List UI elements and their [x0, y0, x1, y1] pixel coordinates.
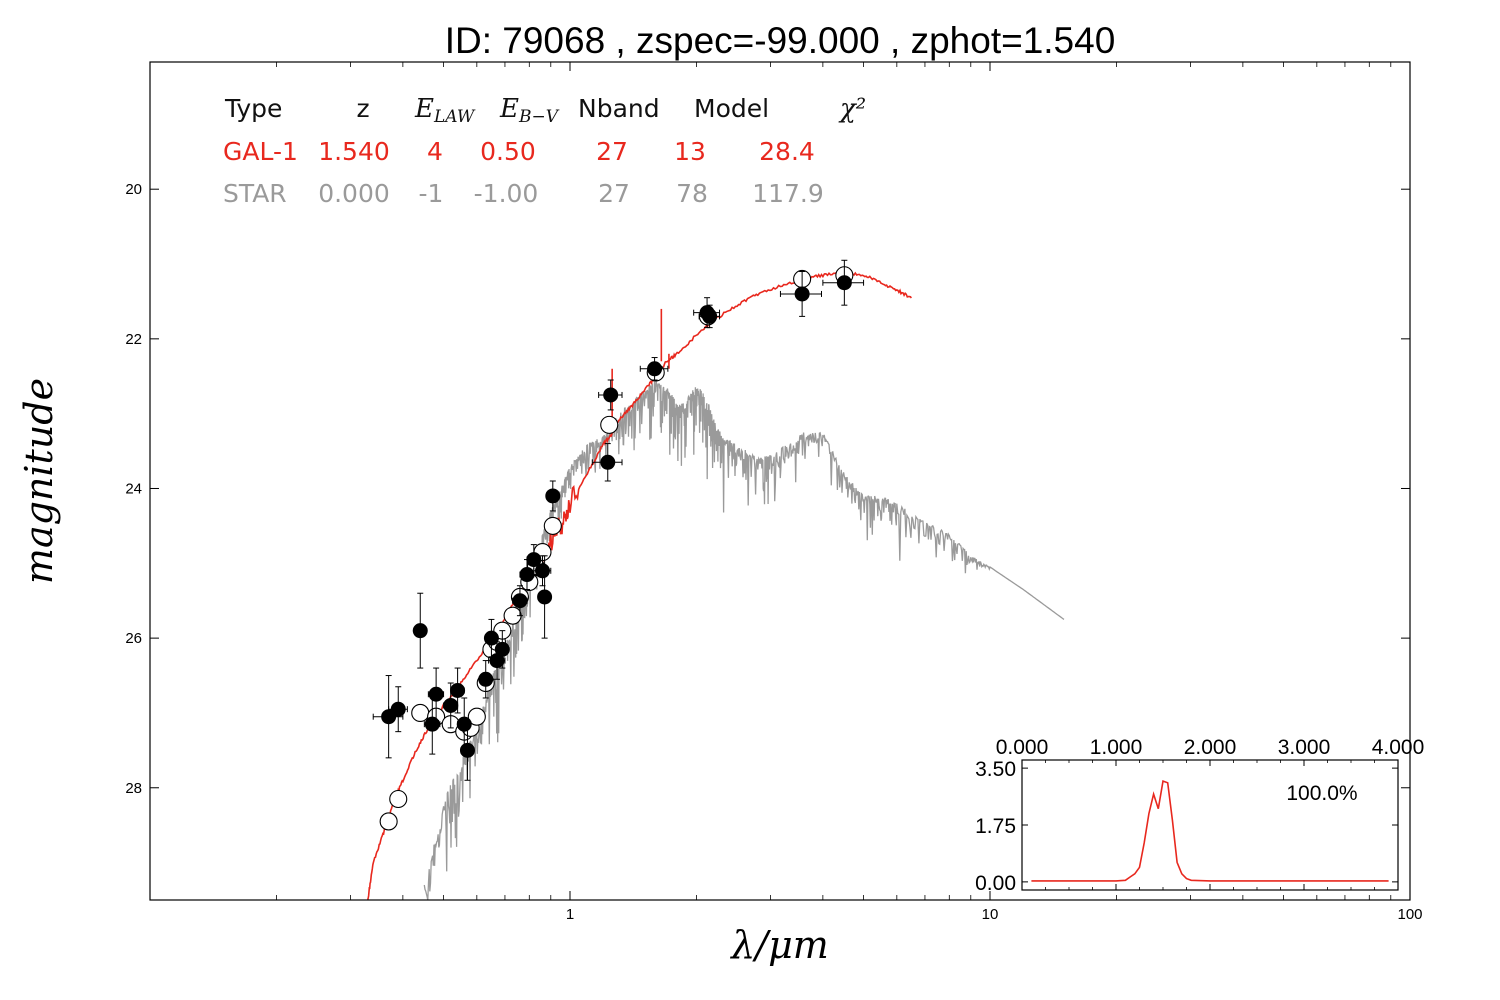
- observed-photometry-point: [639, 357, 669, 381]
- inset-y-tick-label: 1.75: [975, 815, 1016, 838]
- cell-chi2: 117.9: [752, 179, 824, 208]
- y-tick-label: 24: [125, 480, 142, 497]
- inset-x-tick-label: 2.000: [1184, 736, 1237, 759]
- plot-frame: [149, 61, 1411, 901]
- model-photometry-point: [411, 703, 430, 722]
- model-photometry-point: [543, 516, 562, 535]
- main-axis-ticks: 1 10 100 20 22 24 26 28: [125, 62, 1423, 923]
- y-tick-label: 28: [125, 780, 142, 797]
- observed-photometry-point: [459, 719, 475, 781]
- inset-x-tick-label: 3.000: [1278, 736, 1331, 759]
- header-nband: Nband: [578, 94, 660, 123]
- y-axis-title: magnitude: [17, 378, 61, 584]
- sed-plot: 1 10 100 20 22 24 26 28: [125, 61, 1423, 923]
- inset-background: [1022, 760, 1398, 890]
- row-galaxy: GAL-1 1.540 4 0.50 27 13 28.4: [223, 137, 815, 166]
- model-photometry-point: [467, 707, 486, 726]
- y-tick-label: 26: [125, 630, 142, 647]
- photometry-points: [372, 259, 865, 831]
- observed-photometry-point: [537, 555, 553, 639]
- x-tick-label: 1: [566, 906, 574, 923]
- observed-photometry-point: [698, 304, 721, 329]
- header-ebv: EB−V: [499, 94, 560, 127]
- model-photometry-point: [379, 812, 398, 831]
- model-photometry-point: [389, 789, 408, 809]
- cell-type: STAR: [223, 179, 287, 208]
- star-spectrum-line: [423, 380, 1065, 901]
- header-type: Type: [224, 94, 282, 123]
- inset-axis-ticks: 0.000 1.000 2.000 3.000 4.000 0.00 1.75 3.50: [975, 736, 1424, 895]
- inset-y-tick-label: 3.50: [975, 758, 1016, 781]
- observed-photometry-point: [512, 585, 528, 617]
- x-tick-label: 10: [982, 906, 999, 923]
- cell-nband: 27: [598, 179, 630, 208]
- pdf-probability-label: 100.0%: [1286, 782, 1357, 805]
- y-tick-label: 22: [125, 331, 142, 348]
- observed-photometry-point: [450, 667, 466, 714]
- model-photometry-point: [600, 415, 619, 434]
- observed-photometry-point: [779, 271, 822, 317]
- observed-photometry-point: [423, 693, 441, 755]
- observed-photometry-point: [412, 592, 428, 669]
- cell-ebv: -1.00: [474, 179, 539, 208]
- pdf-inset: 0.000 1.000 2.000 3.000 4.000 0.00 1.75 3.50 10…: [975, 736, 1424, 895]
- observed-photometry-point: [494, 630, 510, 669]
- cell-elaw: -1: [419, 179, 444, 208]
- observed-photometry-point: [388, 686, 408, 733]
- x-tick-label: 100: [1397, 906, 1422, 923]
- inset-x-tick-label: 0.000: [996, 736, 1049, 759]
- cell-elaw: 4: [427, 137, 443, 166]
- galaxy-model-spectrum: [367, 270, 912, 900]
- pdf-line: [1031, 780, 1389, 882]
- inset-y-tick-label: 0.00: [975, 872, 1016, 895]
- star-model-spectrum: [423, 380, 1065, 901]
- cell-ebv: 0.50: [480, 137, 536, 166]
- y-tick-label: 20: [125, 181, 142, 198]
- cell-model: 13: [674, 137, 706, 166]
- row-star: STAR 0.000 -1 -1.00 27 78 117.9: [223, 179, 824, 208]
- x-axis-title: λ/μm: [729, 923, 829, 967]
- cell-z: 1.540: [318, 137, 390, 166]
- header-model: Model: [694, 94, 769, 123]
- fit-table: Type z ELAW EB−V Nband Model χ² GAL-1 1.…: [223, 94, 866, 208]
- galaxy-spectrum-line: [367, 270, 912, 900]
- pdf-curve: [1031, 780, 1389, 882]
- cell-chi2: 28.4: [759, 137, 815, 166]
- inset-x-tick-label: 4.000: [1372, 736, 1425, 759]
- header-z: z: [356, 94, 369, 123]
- observed-photometry-point: [822, 259, 865, 306]
- observed-photometry-point: [598, 379, 623, 411]
- cell-model: 78: [676, 179, 708, 208]
- inset-x-tick-label: 1.000: [1090, 736, 1143, 759]
- cell-type: GAL-1: [223, 137, 298, 166]
- figure-title: ID: 79068 , zspec=-99.000 , zphot=1.540: [445, 20, 1116, 61]
- observed-photometry-point: [545, 480, 561, 512]
- observed-photometry-point: [591, 443, 623, 482]
- observed-photometry-point: [427, 667, 445, 721]
- cell-nband: 27: [596, 137, 628, 166]
- header-elaw: ELAW: [414, 94, 476, 127]
- header-chi2: χ²: [838, 94, 866, 124]
- cell-z: 0.000: [318, 179, 390, 208]
- observed-photometry-point: [478, 660, 494, 699]
